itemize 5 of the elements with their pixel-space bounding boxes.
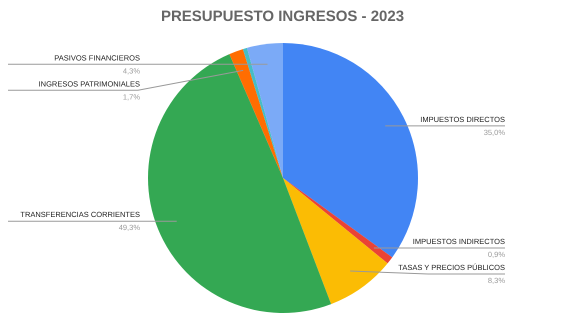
- pie-slice: [283, 178, 388, 304]
- pie-slice: [148, 54, 332, 313]
- pie-slice: [229, 49, 283, 178]
- chart-title: PRESUPUESTO INGRESOS - 2023: [160, 8, 404, 25]
- pie-slice: [283, 178, 392, 264]
